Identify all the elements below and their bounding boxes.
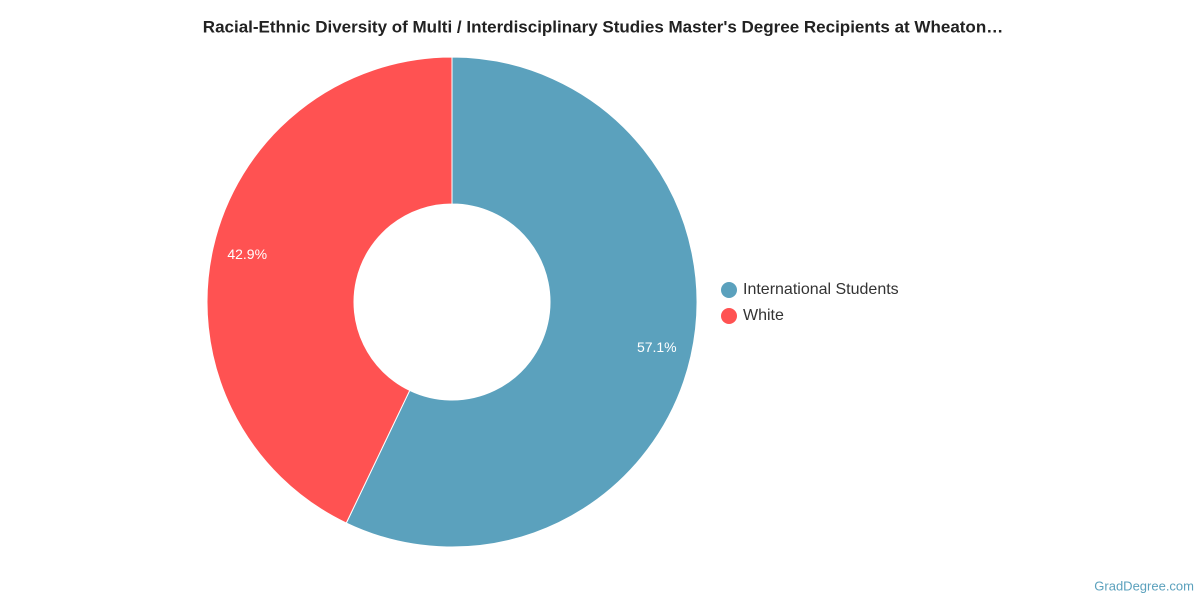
legend-label: White: [743, 307, 784, 324]
legend-marker: [721, 282, 737, 298]
legend-label: International Students: [743, 281, 899, 298]
slice: [345, 56, 698, 548]
data-label: 57.1%: [637, 339, 677, 355]
legend-marker: [721, 308, 737, 324]
chart-title: Racial-Ethnic Diversity of Multi / Inter…: [203, 17, 1003, 36]
credit: GradDegree.com: [1094, 578, 1194, 593]
data-label: 42.9%: [227, 246, 267, 262]
slice: [206, 56, 453, 524]
